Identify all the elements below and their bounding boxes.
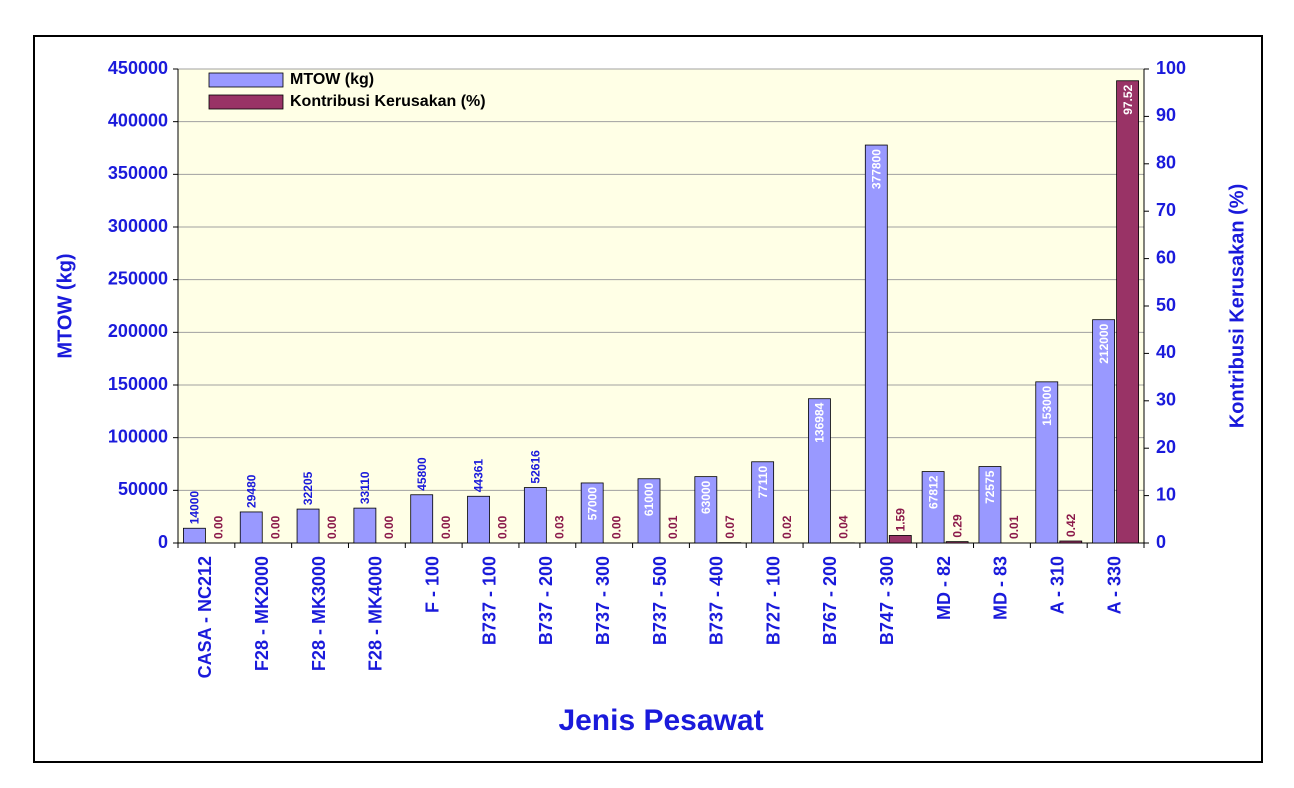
x-tick-label: B737 - 500 (650, 556, 670, 645)
data-label: 33110 (358, 471, 372, 504)
y-tick-label: 100000 (108, 426, 168, 446)
bar (889, 535, 911, 543)
bar (354, 508, 376, 543)
y-tick-label: 0 (158, 532, 168, 552)
data-label: 0.00 (439, 515, 453, 539)
data-label: 0.29 (950, 514, 964, 538)
data-label: 136984 (813, 402, 827, 442)
y2-tick-label: 100 (1156, 58, 1186, 78)
data-label: 0.03 (553, 515, 567, 539)
bar (240, 512, 262, 543)
x-tick-label: B737 - 300 (593, 556, 613, 645)
bar (524, 488, 546, 543)
x-tick-label: B737 - 400 (707, 556, 727, 645)
data-label: 45800 (415, 457, 429, 491)
data-label: 0.00 (496, 515, 510, 539)
data-label: 57000 (585, 487, 599, 521)
y2-tick-label: 30 (1156, 390, 1176, 410)
x-tick-label: B727 - 100 (763, 556, 783, 645)
x-tick-label: B747 - 300 (877, 556, 897, 645)
y2-tick-label: 60 (1156, 247, 1176, 267)
x-tick-label: B767 - 200 (820, 556, 840, 645)
data-label: 72575 (983, 470, 997, 504)
legend-swatch (209, 73, 283, 87)
data-label: 0.02 (780, 515, 794, 539)
data-label: 0.00 (382, 515, 396, 539)
bar (1117, 81, 1139, 543)
y2-tick-label: 0 (1156, 532, 1166, 552)
data-label: 77110 (756, 465, 770, 498)
x-tick-label: A - 330 (1104, 556, 1124, 614)
y-tick-label: 350000 (108, 163, 168, 183)
y-tick-label: 150000 (108, 374, 168, 394)
y2-tick-label: 50 (1156, 295, 1176, 315)
data-label: 61000 (642, 482, 656, 516)
legend-label: MTOW (kg) (290, 71, 374, 88)
x-tick-label: A - 310 (1048, 556, 1068, 614)
data-label: 153000 (1040, 386, 1054, 426)
y2-tick-label: 10 (1156, 484, 1176, 504)
data-label: 67812 (926, 475, 940, 509)
data-label: 0.42 (1064, 513, 1078, 537)
data-label: 1.59 (893, 508, 907, 532)
x-tick-label: B737 - 200 (536, 556, 556, 645)
y-tick-label: 400000 (108, 110, 168, 130)
data-label: 0.00 (268, 515, 282, 539)
data-label: 0.00 (609, 515, 623, 539)
data-label: 0.00 (325, 515, 339, 539)
bar (411, 495, 433, 543)
legend-swatch (209, 95, 283, 109)
x-tick-label: F28 - MK3000 (309, 556, 329, 671)
bar (1060, 541, 1082, 543)
bar (946, 542, 968, 543)
data-label: 377800 (869, 149, 883, 189)
y-tick-label: 250000 (108, 268, 168, 288)
y-tick-label: 450000 (108, 58, 168, 78)
y2-tick-label: 40 (1156, 342, 1176, 362)
x-tick-label: F28 - MK2000 (252, 556, 272, 671)
y-axis-title: MTOW (kg) (54, 253, 76, 358)
y2-tick-label: 80 (1156, 153, 1176, 173)
bar (297, 509, 319, 543)
x-tick-label: F - 100 (422, 556, 442, 613)
y2-tick-label: 70 (1156, 200, 1176, 220)
data-label: 212000 (1097, 323, 1111, 363)
y-tick-label: 200000 (108, 321, 168, 341)
data-label: 0.00 (212, 515, 226, 539)
y-tick-label: 50000 (118, 479, 168, 499)
x-axis-title: Jenis Pesawat (558, 704, 763, 737)
x-tick-label: CASA - NC212 (195, 556, 215, 678)
bar (183, 528, 205, 543)
data-label: 52616 (529, 450, 543, 484)
data-label: 0.04 (837, 515, 851, 539)
legend-label: Kontribusi Kerusakan (%) (290, 93, 486, 110)
data-label: 97.52 (1121, 84, 1135, 114)
data-label: 0.07 (723, 515, 737, 539)
bar (865, 145, 887, 543)
data-label: 0.01 (666, 515, 680, 539)
x-tick-label: MD - 82 (934, 556, 954, 620)
y-tick-label: 300000 (108, 216, 168, 236)
bar (468, 496, 490, 543)
data-label: 44361 (472, 459, 486, 493)
x-tick-label: B737 - 100 (479, 556, 499, 645)
y2-tick-label: 20 (1156, 437, 1176, 457)
data-label: 63000 (699, 480, 713, 514)
y2-tick-label: 90 (1156, 105, 1176, 125)
data-label: 32205 (301, 471, 315, 505)
x-tick-label: F28 - MK4000 (366, 556, 386, 671)
x-tick-label: MD - 83 (991, 556, 1011, 620)
y2-axis-title: Kontribusi Kerusakan (%) (1226, 184, 1248, 428)
data-label: 29480 (244, 474, 258, 508)
data-label: 14000 (188, 491, 202, 525)
data-label: 0.01 (1007, 515, 1021, 539)
